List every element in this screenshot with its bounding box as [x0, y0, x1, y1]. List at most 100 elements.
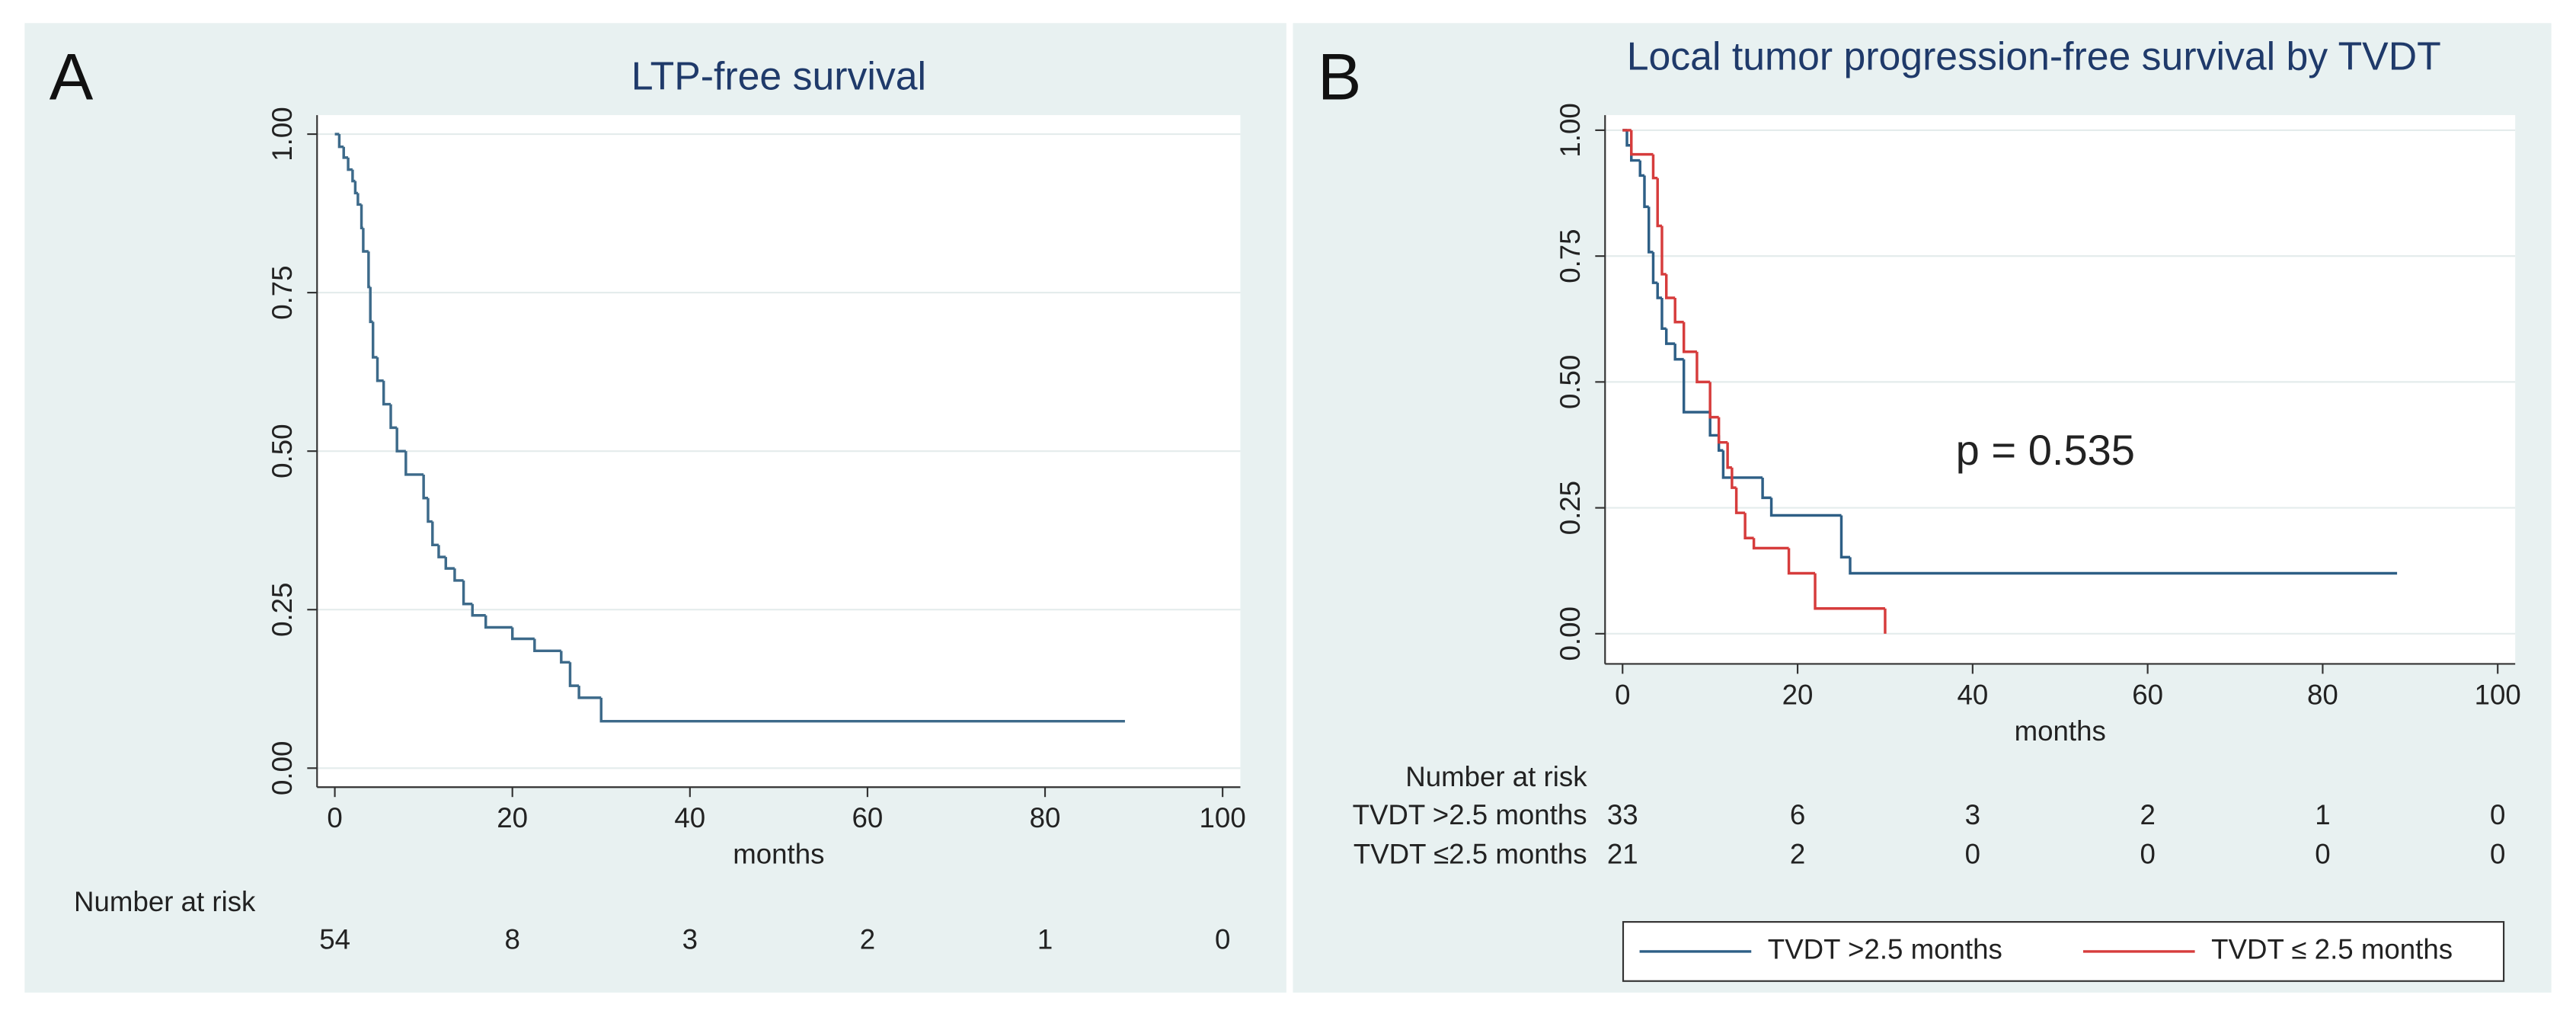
x-tick-label: 80 [1030, 802, 1061, 833]
y-tick-label: 1.00 [1555, 103, 1586, 157]
survival-step [437, 545, 446, 558]
survival-step [1651, 251, 1658, 284]
risk-count: 21 [1607, 839, 1638, 870]
risk-count: 54 [319, 924, 350, 955]
x-tick-label: 60 [852, 802, 884, 833]
risk-count: 2 [2140, 799, 2155, 830]
survival-step [360, 204, 363, 229]
y-tick-label: 0.50 [267, 424, 298, 478]
survival-step [462, 580, 473, 606]
risk-count: 2 [860, 924, 875, 955]
survival-step [1630, 130, 1654, 156]
survival-step [484, 615, 513, 629]
x-tick-label: 40 [1957, 679, 1988, 710]
survival-step [1726, 442, 1732, 469]
x-axis-label: months [733, 839, 824, 870]
survival-step [568, 662, 580, 687]
x-tick-label: 60 [2132, 679, 2163, 710]
survival-step [510, 627, 535, 641]
survival-step [444, 557, 455, 570]
survival-step [1656, 283, 1662, 299]
x-tick-label: 20 [1782, 679, 1814, 710]
survival-step [351, 169, 356, 183]
risk-count: 3 [1965, 799, 1980, 830]
survival-step [376, 357, 384, 382]
survival-step [367, 251, 371, 289]
y-tick-label: 0.25 [267, 583, 298, 637]
survival-step [1656, 178, 1662, 228]
chart-title: LTP-free survival [631, 53, 926, 98]
risk-count: 0 [2490, 839, 2505, 870]
y-tick-label: 0.75 [267, 265, 298, 319]
y-tick-label: 0.00 [1555, 606, 1586, 661]
survival-step [1731, 467, 1737, 489]
survival-step [1660, 226, 1667, 276]
legend-box [1622, 921, 2505, 982]
survival-step [1769, 497, 1842, 517]
survival-step [1849, 557, 2398, 575]
survival-step [422, 474, 428, 500]
survival-step [1721, 450, 1763, 479]
survival-step [431, 521, 439, 547]
survival-step [1743, 513, 1754, 539]
risk-table-title: Number at risk [1405, 761, 1587, 792]
p-value: p = 0.535 [1956, 426, 2135, 474]
risk-count: 6 [1790, 799, 1805, 830]
y-tick-label: 0.25 [1555, 481, 1586, 535]
survival-step [1682, 321, 1697, 353]
x-tick-label: 20 [497, 802, 528, 833]
y-tick-label: 0.50 [1555, 355, 1586, 409]
x-tick-label: 0 [327, 802, 342, 833]
risk-count: 1 [2315, 799, 2330, 830]
survival-step [1643, 175, 1649, 209]
survival-step [382, 380, 392, 406]
risk-count: 1 [1037, 924, 1053, 955]
survival-step [1660, 297, 1667, 331]
survival-step [1814, 573, 1885, 610]
panel-letter: A [50, 41, 94, 114]
survival-step [599, 697, 1125, 723]
x-axis-label: months [2015, 715, 2106, 747]
y-tick-label: 0.75 [1555, 229, 1586, 283]
survival-step [1664, 273, 1676, 299]
chart-title: Local tumor progression-free survival by… [1627, 34, 2441, 78]
survival-step [533, 638, 561, 653]
survival-step [471, 603, 486, 617]
x-tick-label: 100 [2475, 679, 2521, 710]
survival-step [1839, 515, 1850, 559]
survival-step [453, 568, 464, 582]
survival-step [1787, 548, 1816, 575]
survival-step [1625, 130, 1632, 147]
risk-count: 3 [682, 924, 698, 955]
survival-step [427, 497, 433, 523]
survival-step [347, 157, 353, 171]
survival-step [1673, 297, 1684, 324]
plot-area [1605, 115, 2516, 664]
y-tick-label: 1.00 [267, 107, 298, 161]
risk-count: 33 [1607, 799, 1638, 830]
survival-step [577, 686, 602, 699]
risk-row-name: TVDT >2.5 months [1353, 799, 1587, 830]
x-tick-label: 0 [1615, 679, 1630, 710]
survival-step [362, 228, 369, 253]
survival-step [404, 451, 424, 476]
risk-count: 0 [2140, 839, 2155, 870]
survival-step [1682, 359, 1711, 414]
risk-table-title: Number at risk [74, 886, 256, 917]
survival-step [1651, 154, 1658, 180]
risk-count: 8 [505, 924, 520, 955]
survival-step [389, 404, 398, 430]
legend-label: TVDT >2.5 months [1768, 934, 2002, 965]
survival-step [353, 181, 358, 195]
survival-step [1638, 160, 1644, 178]
survival-step [1734, 488, 1746, 514]
risk-count: 2 [1790, 839, 1805, 870]
x-tick-label: 80 [2307, 679, 2338, 710]
panel-letter: B [1318, 41, 1362, 114]
survival-step [1673, 344, 1684, 361]
risk-count: 0 [1965, 839, 1980, 870]
survival-step [1664, 328, 1676, 345]
survival-step [1717, 417, 1728, 444]
survival-step [1695, 351, 1711, 384]
